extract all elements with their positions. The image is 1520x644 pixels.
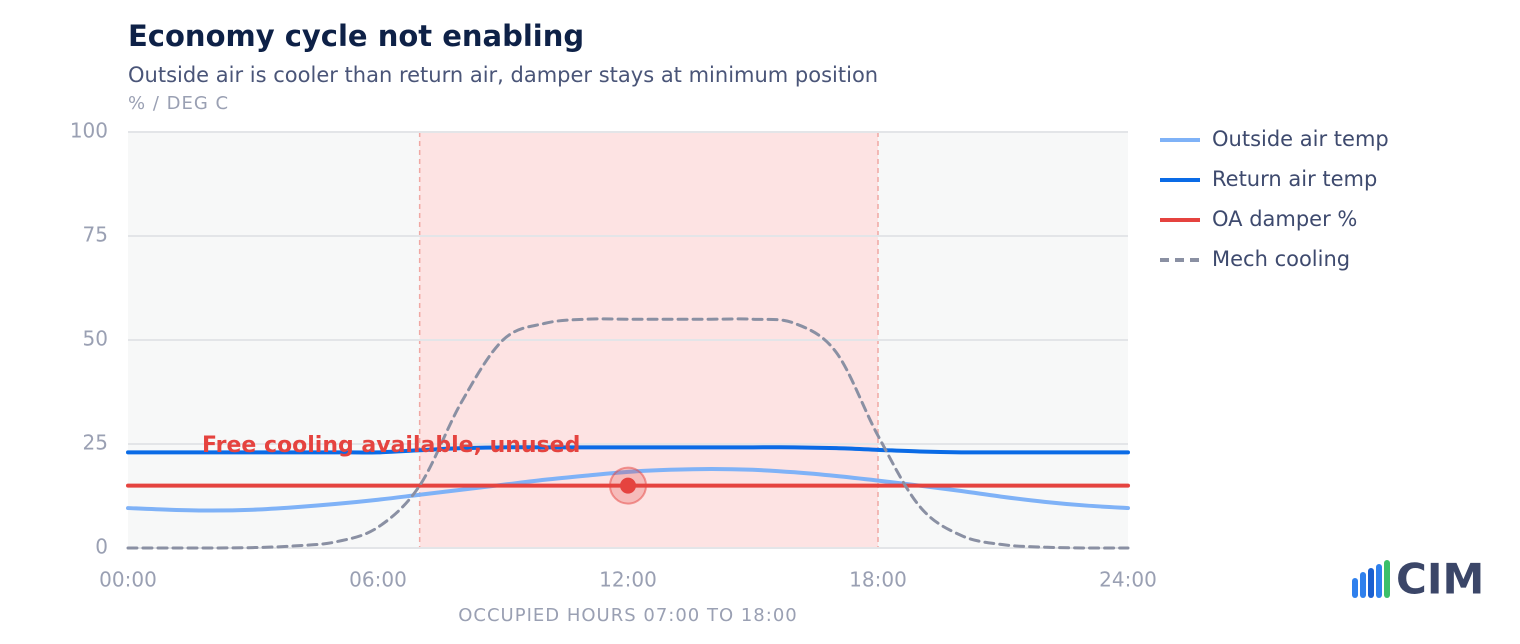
y-tick-label: 0: [95, 535, 108, 559]
y-unit-label: % / DEG C: [128, 93, 229, 114]
x-tick-label: 18:00: [849, 568, 907, 592]
x-tick-label: 06:00: [349, 568, 407, 592]
y-tick-label: 100: [70, 119, 108, 143]
x-tick-label: 24:00: [1099, 568, 1157, 592]
chart-title: Economy cycle not enabling: [128, 19, 584, 53]
y-tick-label: 75: [83, 223, 108, 247]
annotation: Free cooling available, unused: [202, 433, 580, 458]
legend-label: Outside air temp: [1212, 127, 1389, 151]
legend-label: Return air temp: [1212, 167, 1377, 191]
logo-icon: [1352, 560, 1390, 598]
legend-label: OA damper %: [1212, 207, 1357, 231]
x-tick-label: 12:00: [599, 568, 657, 592]
series-line: [126, 445, 1130, 455]
legend-label: Mech cooling: [1212, 247, 1350, 271]
y-tick-label: 50: [83, 327, 108, 351]
logo-text: CIM: [1396, 555, 1484, 604]
marker: [620, 477, 636, 494]
y-tick-label: 25: [83, 431, 108, 455]
x-tick-label: 00:00: [99, 568, 157, 592]
x-axis-label: OCCUPIED HOURS 07:00 TO 18:00: [458, 605, 797, 626]
series-line: [126, 317, 1130, 550]
chart-subtitle: Outside air is cooler than return air, d…: [128, 63, 878, 87]
series-line: [126, 466, 1130, 513]
